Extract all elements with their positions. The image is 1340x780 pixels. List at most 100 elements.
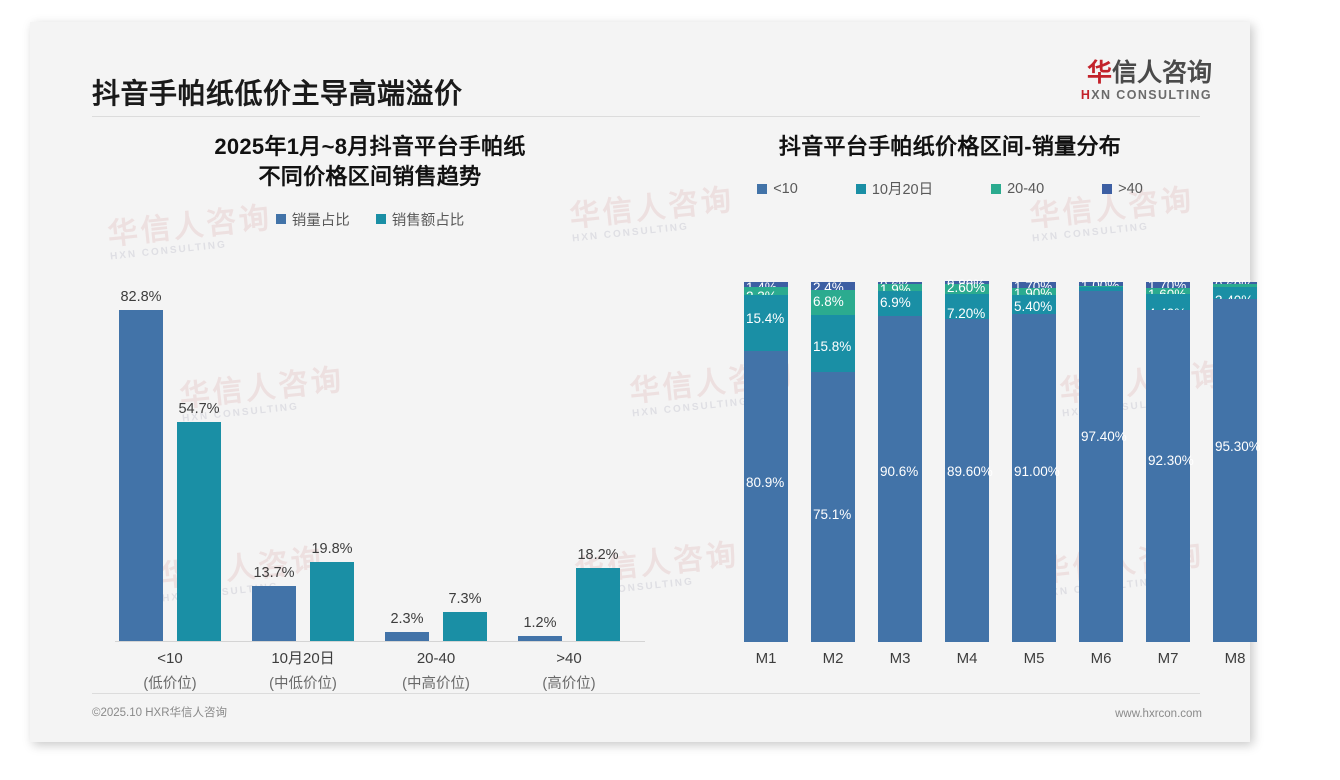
segment-value-label: 75.1% [813,506,852,522]
stacked-bar[interactable]: 2.4% 6.8% 15.8% 75.1% [811,280,855,642]
stacked-bar[interactable]: 1.70% 1.60% 4.40% 92.30% [1146,278,1194,642]
segment-10-20[interactable]: 5.40% [1012,295,1056,315]
legend-item-10-20[interactable]: 10月20日 [855,178,933,199]
segment-lt10[interactable]: 90.6% [878,315,922,642]
chart-title-left-line1: 2025年1月~8月抖音平台手帕纸 [214,134,526,159]
legend-swatch-icon [375,214,386,225]
bar-sales[interactable] [119,310,163,641]
segment-lt10[interactable]: 89.60% [945,319,993,642]
bar-wrap[interactable]: 82.8% [119,289,163,641]
segment-10-20[interactable]: 4.40% [1146,293,1190,321]
bar-value-label: 18.2% [577,547,619,563]
x-axis-category-sub: (低价位) [143,676,197,693]
legend-item-sales-share[interactable]: 销量占比 [275,209,350,230]
segment-value-label: 91.00% [1014,464,1060,480]
x-axis-category-main: >40 [556,650,582,667]
logo-chars-rest: 信人咨询 [1111,59,1212,87]
stacked-bar[interactable]: 1.70% 1.90% 5.40% 91.00% [1012,279,1060,642]
segment-value-label: 2.60% [947,280,986,296]
segment-20-40[interactable]: 0.70% [1213,284,1257,287]
segment-10-20[interactable]: 15.8% [811,314,855,372]
segment-10-20[interactable]: 7.20% [945,293,989,321]
segment-value-label: 80.9% [746,474,785,490]
segment-value-label: 92.30% [1148,452,1194,468]
slide-header: 抖音手帕纸低价主导高端溢价 华信人咨询 HXN CONSULTING [30,22,1250,117]
stacked-bar[interactable]: 0.60% 0.70% 3.40% 95.30% [1213,278,1261,642]
bar-wrap[interactable]: 54.7% [177,401,221,641]
bar-wrap[interactable]: 13.7% [252,565,296,641]
bar-amount[interactable] [310,562,354,641]
segment-value-label: 89.60% [947,464,993,480]
segment-value-label: 90.6% [880,463,919,479]
stacked-bar[interactable]: 0.80% 2.60% 7.20% 89.60% [945,277,993,642]
legend-item-20-40[interactable]: 20-40 [991,181,1044,197]
logo-en-h: H [1080,88,1092,103]
x-axis-month-m6: M6 [1090,650,1112,667]
stacked-bar[interactable]: 1.4% 2.3% 15.4% 80.9% [744,280,788,642]
bar-amount[interactable] [576,568,620,641]
x-axis-month-m1: M1 [755,650,777,667]
chart-title-left-line2: 不同价格区间销售趋势 [258,164,482,190]
logo-en-rest: XN CONSULTING [1091,88,1212,103]
segment-lt10[interactable]: 80.9% [744,350,788,642]
page-title: 抖音手帕纸低价主导高端溢价 [92,78,463,109]
segment-lt10[interactable]: 95.30% [1213,298,1261,642]
legend-swatch-icon [275,214,286,225]
bar-wrap[interactable]: 18.2% [576,547,620,641]
legend-item-amount-share[interactable]: 销售额占比 [375,209,464,230]
legend-label: <10 [773,180,798,197]
segment-value-label: 15.8% [813,338,852,354]
stacked-bar[interactable]: 1.00% 0.40% 1.20% 97.40% [1079,278,1127,642]
segment-lt10[interactable]: 92.30% [1146,309,1194,642]
bar-sales[interactable] [252,586,296,641]
footer-website[interactable]: www.hxrcon.com [1115,708,1202,720]
chart-title-right: 抖音平台手帕纸价格区间-销量分布 [778,134,1122,159]
x-axis-category-main: 20-40 [416,650,456,667]
bar-wrap[interactable]: 7.3% [443,591,487,641]
bar-amount[interactable] [177,422,221,641]
legend-left: 销量占比 销售额占比 [70,209,670,230]
stacked-bar-plot: 1.4% 2.3% 15.4% 80.9% 2.4% 6.8% 15.8% 75… [680,277,1261,667]
bar-value-label: 19.8% [311,541,353,557]
header-divider [92,116,1200,117]
x-axis-category-main: <10 [157,650,183,667]
legend-right: <10 10月20日 20-40 >40 [680,178,1220,199]
segment-10-20[interactable]: 15.4% [744,295,788,351]
segment-gt40[interactable]: 2.4% [811,280,855,295]
segment-20-40[interactable]: 2.3% [744,287,788,304]
chart-panel-left: 2025年1月~8月抖音平台手帕纸 不同价格区间销售趋势 销量占比 销售额占比 … [70,132,670,692]
x-axis-category-main: 10月20日 [271,650,335,667]
segment-20-40[interactable]: 1.9% [878,282,922,297]
segment-10-20[interactable]: 6.9% [878,291,922,316]
segment-value-label: 7.20% [947,305,986,321]
x-axis-category: 20-40 (中高价位) [361,646,511,698]
x-axis-category-sub: (中低价位) [269,676,337,693]
bar-sales[interactable] [385,632,429,641]
segment-lt10[interactable]: 91.00% [1012,314,1060,642]
segment-20-40[interactable]: 1.90% [1012,286,1056,301]
segment-20-40[interactable]: 6.8% [811,290,855,315]
legend-item-gt40[interactable]: >40 [1102,181,1143,197]
legend-item-lt10[interactable]: <10 [757,181,798,197]
x-axis-category: 10月20日 (中低价位) [228,646,378,698]
segment-lt10[interactable]: 97.40% [1079,291,1127,642]
bar-wrap[interactable]: 1.2% [518,615,562,641]
segment-20-40[interactable]: 0.40% [1079,285,1123,288]
chart-panel-right: 抖音平台手帕纸价格区间-销量分布 <10 10月20日 20-40 >40 [680,132,1261,692]
legend-swatch-icon [855,183,866,194]
x-axis-month-m8: M8 [1224,650,1246,667]
logo-english: HXN CONSULTING [1081,88,1212,102]
x-axis-category: >40 (高价位) [494,646,644,698]
chart-title-left: 2025年1月~8月抖音平台手帕纸 不同价格区间销售趋势 [70,132,670,193]
stacked-bar[interactable]: 0.6% 1.9% 6.9% 90.6% [878,278,922,642]
segment-10-20[interactable]: 3.40% [1213,286,1257,308]
segment-20-40[interactable]: 2.60% [945,280,989,295]
bar-sales[interactable] [518,636,562,641]
bar-amount[interactable] [443,612,487,641]
footer-divider [92,693,1200,694]
segment-value-label: 95.30% [1215,438,1261,454]
segment-lt10[interactable]: 75.1% [811,371,855,642]
logo-chinese: 华信人咨询 [1081,60,1212,86]
bar-wrap[interactable]: 19.8% [310,541,354,641]
bar-wrap[interactable]: 2.3% [385,611,429,641]
